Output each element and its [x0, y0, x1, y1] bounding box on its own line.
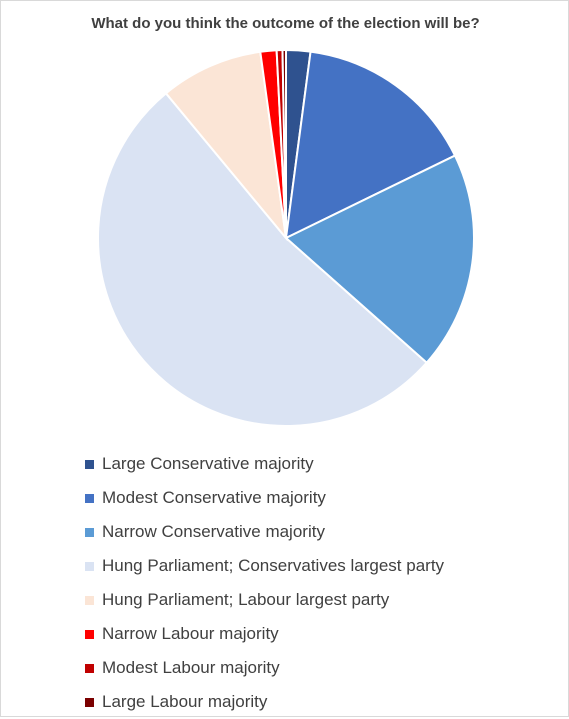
- legend-label: Hung Parliament; Labour largest party: [102, 590, 390, 609]
- legend-swatch: [85, 629, 94, 639]
- pie-slice-3: [284, 154, 475, 365]
- legend-label: Modest Conservative majority: [102, 488, 326, 507]
- pie-slice-5: [164, 50, 288, 242]
- legend-swatch: [85, 595, 94, 605]
- chart-legend: Large Conservative majority Modest Conser…: [85, 447, 444, 719]
- legend-label: Hung Parliament; Conservatives largest p…: [102, 556, 445, 575]
- legend-swatch: [85, 527, 94, 537]
- legend-item: Hung Parliament; Labour largest party: [85, 583, 444, 617]
- legend-item: Modest Labour majority: [85, 651, 444, 685]
- legend-item: Narrow Conservative majority: [85, 515, 444, 549]
- pie-slice-4: [97, 91, 429, 427]
- legend-item: Hung Parliament; Conservatives largest p…: [85, 549, 444, 583]
- legend-item: Large Conservative majority: [85, 447, 444, 481]
- legend-swatch: [85, 697, 94, 707]
- chart-title: What do you think the outcome of the ele…: [91, 15, 480, 32]
- legend-label: Large Conservative majority: [102, 454, 314, 473]
- pie-chart: [97, 48, 475, 427]
- legend-item: Narrow Labour majority: [85, 617, 444, 651]
- legend-label: Narrow Labour majority: [102, 624, 279, 643]
- legend-item: Modest Conservative majority: [85, 481, 444, 515]
- legend-label: Large Labour majority: [102, 692, 268, 711]
- legend-label: Modest Labour majority: [102, 658, 280, 677]
- legend-swatch: [85, 459, 94, 469]
- legend-swatch: [85, 663, 94, 673]
- legend-swatch: [85, 561, 94, 571]
- pie-slice-8: [281, 48, 287, 239]
- legend-item: Large Labour majority: [85, 685, 444, 719]
- legend-swatch: [85, 493, 94, 503]
- pie-slice-2: [284, 50, 457, 240]
- legend-label: Narrow Conservative majority: [102, 522, 325, 541]
